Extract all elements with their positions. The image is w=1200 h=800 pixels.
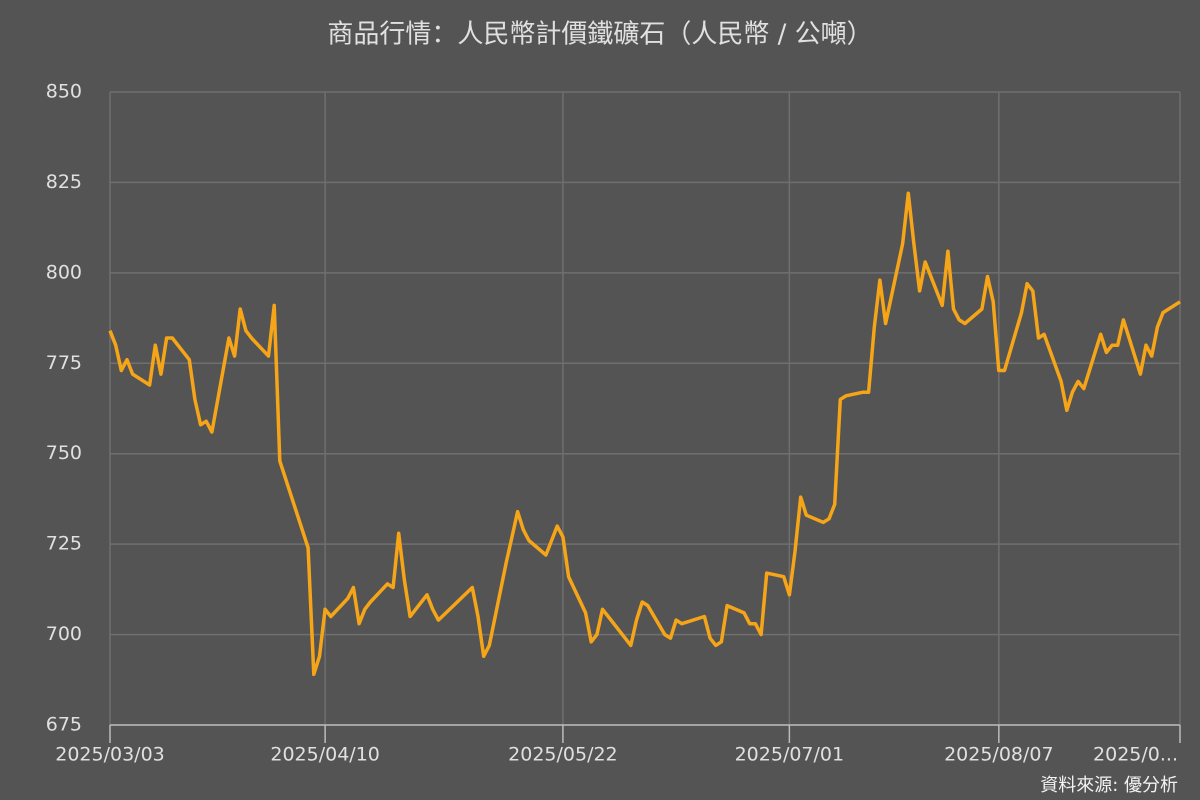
price-line — [108, 191, 1181, 677]
y-tick-label: 850 — [46, 81, 82, 103]
x-tick-label: 2025/04/10 — [270, 744, 380, 766]
x-tick-label: 2025/08/07 — [944, 744, 1054, 766]
y-tick-label: 775 — [46, 352, 82, 374]
source-note: 資料來源: 優分析 — [1040, 775, 1178, 796]
y-tick-label: 750 — [46, 442, 82, 464]
chart-title: 商品行情：人民幣計價鐵礦石（人民幣 / 公噸） — [327, 20, 872, 50]
y-tick-label: 700 — [46, 623, 82, 645]
y-tick-label: 675 — [46, 714, 82, 736]
x-tick-label: 2025/0... — [1093, 744, 1178, 766]
x-tick-label: 2025/03/03 — [55, 744, 165, 766]
x-tick-label: 2025/07/01 — [735, 744, 845, 766]
y-tick-label: 725 — [46, 533, 82, 555]
x-tick-label: 2025/05/22 — [508, 744, 618, 766]
y-tick-label: 800 — [46, 261, 82, 283]
y-tick-label: 825 — [46, 171, 82, 193]
